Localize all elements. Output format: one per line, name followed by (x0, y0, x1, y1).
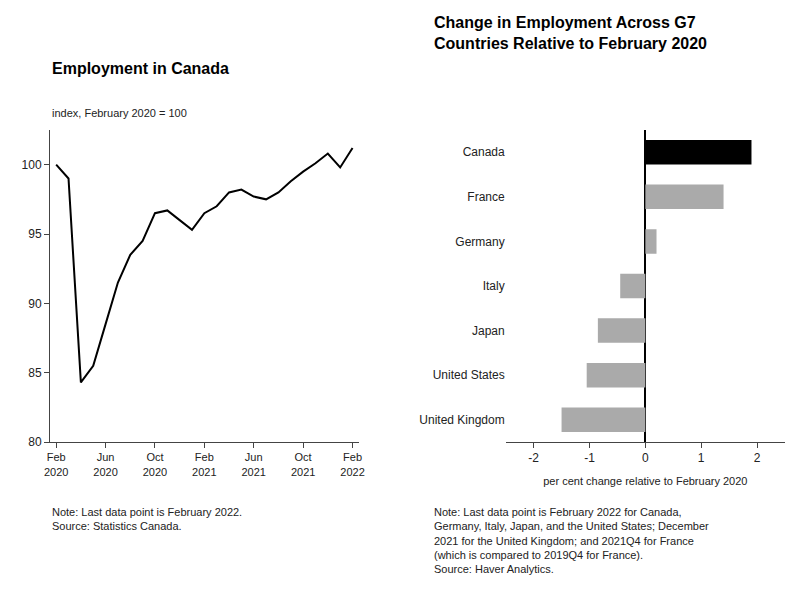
svg-text:Jun2021: Jun2021 (241, 451, 265, 477)
svg-text:Germany: Germany (455, 235, 504, 249)
svg-text:Canada: Canada (463, 145, 505, 159)
svg-text:Change in Employment Across G7: Change in Employment Across G7Countries … (434, 14, 707, 52)
svg-text:index, February 2020 = 100: index, February 2020 = 100 (52, 107, 187, 119)
svg-text:Note: Last data point is Febru: Note: Last data point is February 2022 f… (434, 506, 709, 575)
svg-text:Japan: Japan (472, 324, 505, 338)
svg-text:United States: United States (433, 368, 505, 382)
svg-text:0: 0 (642, 451, 649, 465)
svg-text:-1: -1 (584, 451, 595, 465)
svg-text:95: 95 (28, 227, 42, 241)
svg-text:Jun2020: Jun2020 (93, 451, 117, 477)
svg-text:Feb2020: Feb2020 (44, 451, 68, 477)
svg-text:Oct2021: Oct2021 (291, 451, 315, 477)
svg-text:Italy: Italy (483, 279, 505, 293)
svg-text:80: 80 (28, 435, 42, 449)
svg-text:France: France (467, 190, 505, 204)
svg-text:90: 90 (28, 297, 42, 311)
svg-text:Oct2020: Oct2020 (143, 451, 167, 477)
svg-text:United Kingdom: United Kingdom (419, 413, 504, 427)
svg-text:1: 1 (698, 451, 705, 465)
svg-text:Feb2021: Feb2021 (192, 451, 216, 477)
svg-text:Note: Last data point is Febru: Note: Last data point is February 2022.S… (52, 506, 242, 532)
svg-text:-2: -2 (528, 451, 539, 465)
svg-text:85: 85 (28, 366, 42, 380)
svg-text:Employment in Canada: Employment in Canada (52, 60, 229, 77)
svg-text:100: 100 (22, 158, 42, 172)
svg-text:2: 2 (754, 451, 761, 465)
svg-text:per cent change relative to Fe: per cent change relative to February 202… (543, 475, 747, 487)
svg-text:Feb2022: Feb2022 (340, 451, 364, 477)
